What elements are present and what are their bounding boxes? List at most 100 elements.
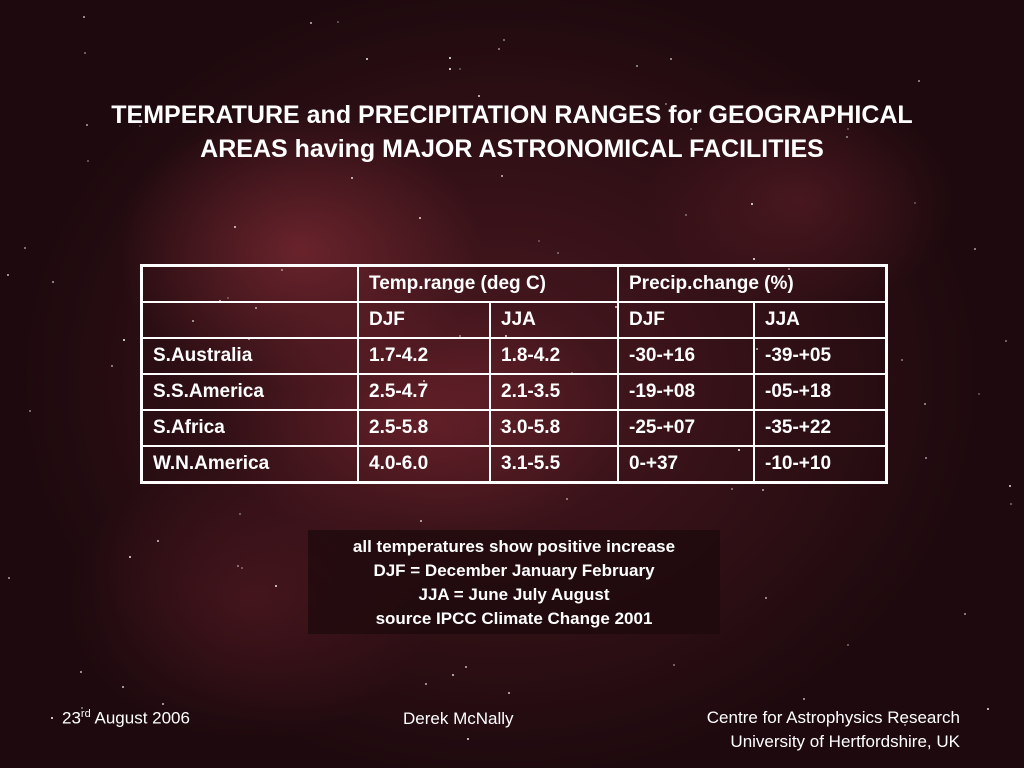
star (557, 252, 559, 254)
star (366, 58, 368, 60)
star (918, 80, 920, 82)
subheader: JJA (753, 301, 888, 339)
institution-line: University of Hertfordshire, UK (730, 732, 960, 751)
star (139, 125, 141, 127)
data-row: W.N.America 4.0-6.0 3.1-5.5 0-+37 -10-+10 (140, 445, 888, 484)
star (29, 410, 31, 412)
star (847, 128, 849, 130)
star (478, 95, 480, 97)
title-line: TEMPERATURE and PRECIPITATION RANGES for… (111, 101, 913, 129)
star (111, 365, 113, 367)
note-line: JJA = June July August (418, 585, 610, 604)
value-cell: 2.5-5.8 (357, 409, 491, 447)
star (129, 556, 131, 558)
star (762, 489, 764, 491)
star (1010, 503, 1012, 505)
star (847, 644, 849, 646)
value-cell: 2.1-3.5 (489, 373, 619, 411)
note-line: all temperatures show positive increase (352, 537, 676, 556)
star (503, 39, 505, 41)
value-cell: 2.5-4.7 (357, 373, 491, 411)
star (81, 707, 83, 709)
region-cell: W.N.America (140, 445, 359, 484)
star (52, 281, 54, 283)
slide-title: TEMPERATURE and PRECIPITATION RANGES for… (0, 98, 1024, 166)
star (1005, 340, 1007, 342)
header-row: Temp.range (deg C) Precip.change (%) (140, 264, 888, 303)
date-day: 23 (62, 708, 81, 728)
star (685, 214, 687, 216)
star (419, 217, 421, 219)
star (846, 136, 848, 138)
value-cell: 0-+37 (617, 445, 755, 484)
star (498, 48, 500, 50)
star (51, 717, 53, 719)
footer-date: 23rd August 2006 (62, 708, 190, 729)
star (123, 339, 125, 341)
star (237, 565, 239, 567)
star (914, 202, 916, 204)
star (665, 103, 667, 105)
star (239, 513, 241, 515)
star (901, 359, 903, 361)
footer-institution: Centre for Astrophysics Research Univers… (707, 706, 960, 754)
value-cell: -25-+07 (617, 409, 755, 447)
value-cell: 1.8-4.2 (489, 337, 619, 375)
note-line: source IPCC Climate Change 2001 (375, 609, 653, 628)
star (673, 664, 675, 666)
subheader-row: DJF JJA DJF JJA (140, 301, 888, 339)
star (924, 403, 926, 405)
star (1009, 485, 1011, 487)
value-cell: -19-+08 (617, 373, 755, 411)
star (425, 683, 427, 685)
star (241, 567, 243, 569)
star (751, 203, 753, 205)
star (84, 52, 86, 54)
star (904, 724, 906, 726)
star (83, 16, 85, 18)
star (964, 613, 966, 615)
value-cell: 4.0-6.0 (357, 445, 491, 484)
region-cell: S.Africa (140, 409, 359, 447)
date-suffix: rd (80, 708, 91, 720)
star (7, 274, 9, 276)
star (396, 140, 398, 142)
star (803, 698, 805, 700)
data-row: S.S.America 2.5-4.7 2.1-3.5 -19-+08 -05-+18 (140, 373, 888, 411)
star (925, 457, 927, 459)
star (449, 57, 451, 59)
date-rest: August 2006 (90, 708, 190, 728)
value-cell: 3.1-5.5 (489, 445, 619, 484)
group-header: Temp.range (deg C) (357, 264, 619, 303)
value-cell: 1.7-4.2 (357, 337, 491, 375)
data-row: S.Australia 1.7-4.2 1.8-4.2 -30-+16 -39-+05 (140, 337, 888, 375)
value-cell: -35-+22 (753, 409, 888, 447)
subheader: JJA (489, 301, 619, 339)
star (670, 58, 672, 60)
title-line: AREAS having MAJOR ASTRONOMICAL FACILITI… (200, 135, 824, 163)
star (538, 240, 540, 242)
star (753, 258, 755, 260)
star (467, 738, 469, 740)
header-cell (140, 301, 359, 339)
data-row: S.Africa 2.5-5.8 3.0-5.8 -25-+07 -35-+22 (140, 409, 888, 447)
value-cell: -30-+16 (617, 337, 755, 375)
star (508, 692, 510, 694)
star (122, 686, 124, 688)
value-cell: 3.0-5.8 (489, 409, 619, 447)
footer-author: Derek McNally (403, 709, 514, 728)
star (234, 226, 236, 228)
star (80, 671, 82, 673)
star (8, 577, 10, 579)
region-cell: S.S.America (140, 373, 359, 411)
star (351, 177, 353, 179)
star (157, 540, 159, 542)
star (420, 520, 422, 522)
star (275, 585, 277, 587)
subheader: DJF (617, 301, 755, 339)
star (974, 248, 976, 250)
notes-box: all temperatures show positive increase D… (308, 530, 720, 634)
note-line: DJF = December January February (373, 561, 655, 580)
star (337, 21, 339, 23)
